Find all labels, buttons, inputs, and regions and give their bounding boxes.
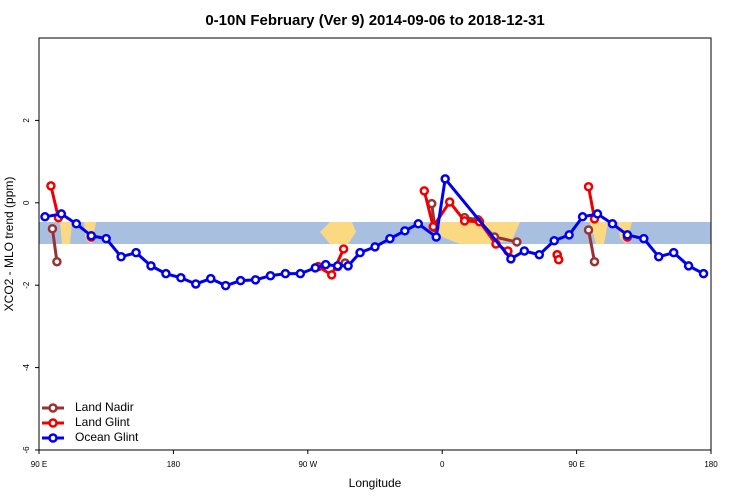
point [295, 268, 306, 279]
point [146, 261, 156, 271]
x-axis-label: Longitude [349, 476, 402, 490]
y-axis-label: XCO2 - MLO trend (ppm) [2, 177, 16, 312]
y-tick-label: -4 [22, 363, 31, 371]
point [534, 249, 545, 260]
series-line [587, 229, 596, 262]
point [46, 181, 56, 191]
point [191, 279, 201, 289]
y-tick-label: 0 [22, 200, 31, 205]
point [280, 268, 291, 279]
point [589, 256, 600, 267]
point [549, 235, 559, 246]
point [370, 242, 380, 252]
legend-marker [48, 403, 58, 413]
legend-label: Land Glint [75, 415, 130, 429]
point [265, 270, 276, 281]
point [639, 233, 649, 244]
point [400, 226, 410, 236]
point [428, 221, 438, 232]
x-tick-label: 180 [704, 460, 718, 469]
point [553, 254, 564, 265]
point [235, 275, 246, 286]
point [332, 261, 343, 271]
point [683, 261, 694, 271]
point [355, 247, 365, 258]
point [56, 209, 67, 219]
point [419, 186, 430, 196]
point [440, 174, 450, 184]
point [512, 237, 522, 247]
point [205, 273, 216, 284]
point [86, 231, 97, 241]
point [310, 263, 321, 273]
legend-marker [48, 418, 58, 428]
point [413, 219, 424, 229]
point [564, 230, 574, 240]
point [592, 209, 603, 219]
legend-marker [48, 433, 58, 443]
point [668, 247, 679, 258]
y-tick-label: -6 [22, 446, 31, 454]
point [320, 259, 331, 270]
point [583, 181, 594, 192]
point [176, 273, 186, 283]
point [444, 197, 455, 207]
point [653, 252, 664, 262]
x-tick-label: 90 E [568, 460, 584, 469]
point [131, 247, 141, 258]
point [40, 212, 50, 222]
point [506, 254, 516, 264]
x-tick-label: 0 [440, 460, 445, 469]
point [326, 270, 337, 280]
point [71, 219, 82, 229]
point [338, 244, 349, 254]
point [250, 275, 261, 285]
plot-frame [38, 37, 712, 451]
point [459, 216, 470, 226]
point [101, 233, 111, 244]
point [607, 219, 618, 229]
y-tick-label: 2 [22, 118, 31, 123]
series-line [50, 228, 59, 262]
y-tick-label: -2 [22, 281, 31, 289]
point [220, 280, 231, 291]
legend-label: Ocean Glint [75, 430, 139, 444]
point [161, 268, 171, 279]
x-tick-label: 180 [167, 460, 181, 469]
point [577, 212, 588, 222]
point [47, 224, 58, 234]
point [343, 261, 353, 271]
point [519, 246, 530, 256]
x-tick-label: 90 E [31, 460, 47, 469]
point [116, 252, 126, 262]
point [583, 225, 594, 235]
point [698, 268, 709, 279]
chart-title: 0-10N February (Ver 9) 2014-09-06 to 201… [205, 12, 544, 29]
point [385, 233, 395, 244]
point [622, 230, 633, 240]
legend-label: Land Nadir [75, 400, 134, 414]
point [52, 256, 62, 267]
x-tick-label: 90 W [298, 460, 317, 469]
point [431, 232, 441, 242]
